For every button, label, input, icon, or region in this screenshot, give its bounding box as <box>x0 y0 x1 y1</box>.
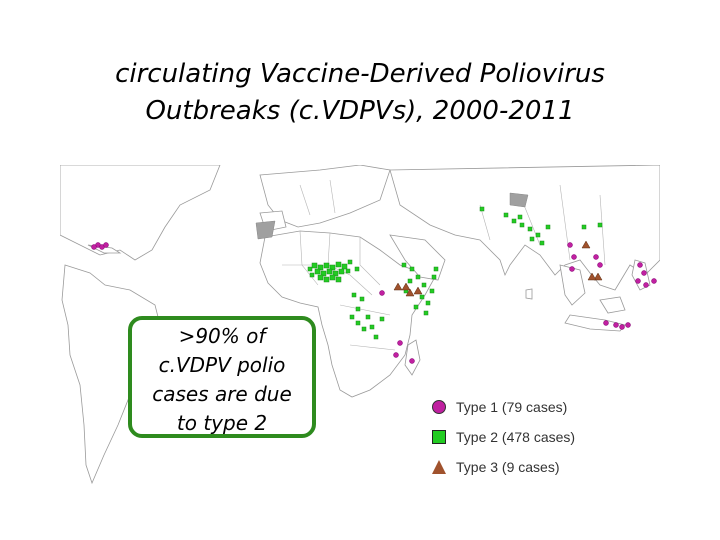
title-line-2: Outbreaks (c.VDPVs), 2000-2011 <box>145 96 575 126</box>
indonesia-islands <box>564 314 626 332</box>
type-1-markers <box>91 242 657 364</box>
slide-title: circulating Vaccine-Derived Poliovirus O… <box>0 56 720 130</box>
legend-label: Type 2 (478 cases) <box>456 429 576 445</box>
map-legend: Type 1 (79 cases) Type 2 (478 cases) Typ… <box>432 392 575 482</box>
callout-line-1: >90% of <box>178 324 266 348</box>
type-2-callout-box: >90% of c.VDPV polio cases are due to ty… <box>128 316 316 438</box>
legend-item-type-3: Type 3 (9 cases) <box>432 452 575 482</box>
arabia-landmass <box>389 234 446 281</box>
africa-landmass <box>259 230 436 398</box>
western-sahara-shaded <box>255 220 276 240</box>
type-3-markers <box>393 240 603 297</box>
triangle-icon <box>432 460 446 474</box>
legend-item-type-1: Type 1 (79 cases) <box>432 392 575 422</box>
tibet-shaded <box>509 192 529 208</box>
callout-line-3: cases are due <box>152 382 292 406</box>
type-2-markers <box>307 206 603 340</box>
callout-line-2: c.VDPV polio <box>158 353 286 377</box>
square-icon <box>432 430 446 444</box>
title-line-1: circulating Vaccine-Derived Poliovirus <box>115 59 605 89</box>
callout-line-4: to type 2 <box>176 411 268 435</box>
circle-icon <box>432 400 446 414</box>
north-america-landmass <box>60 165 221 261</box>
legend-label: Type 1 (79 cases) <box>456 399 568 415</box>
legend-item-type-2: Type 2 (478 cases) <box>432 422 575 452</box>
legend-label: Type 3 (9 cases) <box>456 459 560 475</box>
